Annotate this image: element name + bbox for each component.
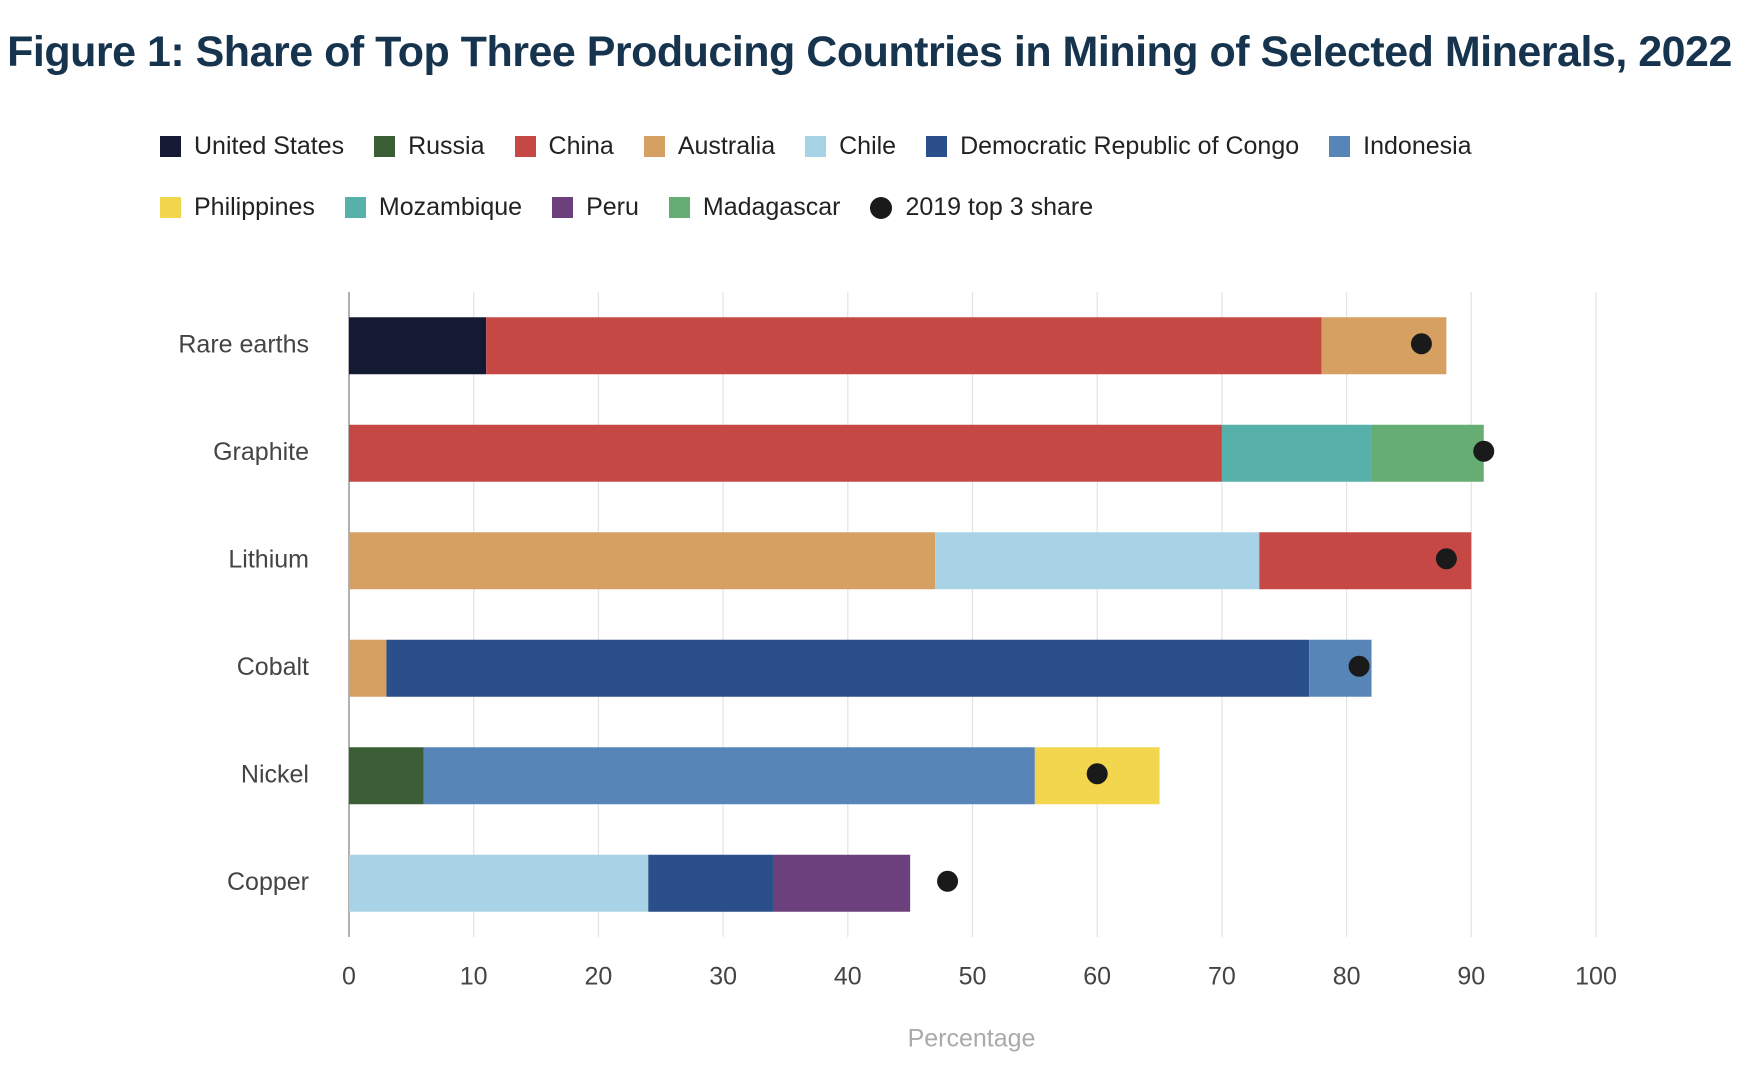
bar-segment [772, 854, 911, 912]
chart-title: Figure 1: Share of Top Three Producing C… [7, 28, 1732, 76]
x-tick-label: 90 [1457, 963, 1485, 991]
legend-item: Mozambique [344, 193, 523, 222]
bar-segment [1221, 424, 1372, 482]
legend-label: Chile [839, 132, 897, 160]
bar-segment [349, 854, 649, 912]
legend: United States Russia China Australia Chile De… [160, 132, 1502, 161]
x-tick-label: 30 [709, 963, 737, 991]
legend-item: 2019 top 3 share [870, 193, 1093, 222]
x-tick-label: 100 [1575, 963, 1617, 991]
legend-label: Indonesia [1363, 132, 1472, 160]
legend-item: Chile [805, 132, 896, 161]
x-tick-label: 70 [1208, 963, 1236, 991]
legend-item: Madagascar [668, 193, 841, 222]
legend-label: 2019 top 3 share [905, 193, 1094, 221]
bar-segment [349, 639, 387, 697]
bar-segment [1371, 424, 1484, 482]
legend-item: Democratic Republic of Congo [926, 132, 1299, 161]
x-tick-label: 20 [584, 963, 612, 991]
legend-dot [870, 196, 893, 219]
legend-swatch [1329, 136, 1351, 157]
legend-label: Australia [677, 132, 776, 160]
legend-label: China [548, 132, 614, 160]
legend-swatch [552, 197, 574, 218]
y-tick-label: Nickel [241, 760, 309, 788]
legend-item: United States [160, 132, 344, 161]
x-tick-label: 0 [342, 963, 356, 991]
legend-swatch [643, 136, 665, 157]
bar-segment [349, 747, 424, 805]
bar-segment [349, 532, 936, 590]
marker-2019 [1348, 655, 1370, 677]
bar-segment [349, 317, 487, 375]
marker-2019 [937, 870, 959, 892]
legend-label: Peru [586, 193, 639, 221]
legend-item: Russia [374, 132, 485, 161]
bar-segment [386, 639, 1310, 697]
bar-segment [423, 747, 1035, 805]
legend: Philippines Mozambique Peru Madagascar 2019 … [160, 193, 1123, 222]
legend-swatch [160, 136, 181, 157]
legend-swatch [805, 136, 827, 157]
y-tick-label: Lithium [228, 545, 309, 573]
x-tick-label: 40 [834, 963, 862, 991]
y-tick-label: Cobalt [237, 653, 309, 681]
legend-label: Philippines [194, 193, 315, 221]
x-tick-label: 60 [1083, 963, 1111, 991]
legend-label: United States [194, 132, 345, 160]
x-tick-label: 80 [1333, 963, 1361, 991]
legend-item: Indonesia [1329, 132, 1472, 161]
bar-segment [648, 854, 773, 912]
marker-2019 [1473, 440, 1495, 462]
bar-segment [349, 424, 1222, 482]
x-axis-title: Percentage [908, 1025, 1036, 1053]
marker-2019 [1086, 763, 1108, 785]
x-tick-label: 10 [460, 963, 488, 991]
legend-item: Philippines [160, 193, 315, 222]
legend-swatch [160, 197, 181, 218]
legend-label: Russia [408, 132, 485, 160]
x-tick-label: 50 [959, 963, 987, 991]
y-tick-label: Graphite [213, 438, 309, 466]
marker-2019 [1410, 333, 1432, 355]
legend-item: Australia [643, 132, 776, 161]
legend-swatch [926, 136, 948, 157]
legend-swatch [514, 136, 536, 157]
bar-segment [1259, 532, 1472, 590]
legend-swatch [344, 197, 366, 218]
legend-item: Peru [552, 193, 639, 222]
legend-swatch [668, 197, 690, 218]
y-tick-label: Rare earths [178, 330, 309, 358]
marker-2019 [1435, 548, 1457, 570]
legend-label: Mozambique [378, 193, 523, 221]
bar-segment [935, 532, 1260, 590]
legend-label: Democratic Republic of Congo [960, 132, 1300, 160]
y-tick-label: Copper [227, 868, 309, 896]
legend-label: Madagascar [702, 193, 841, 221]
bar-segment [486, 317, 1322, 375]
legend-swatch [374, 136, 396, 157]
legend-item: China [514, 132, 614, 161]
